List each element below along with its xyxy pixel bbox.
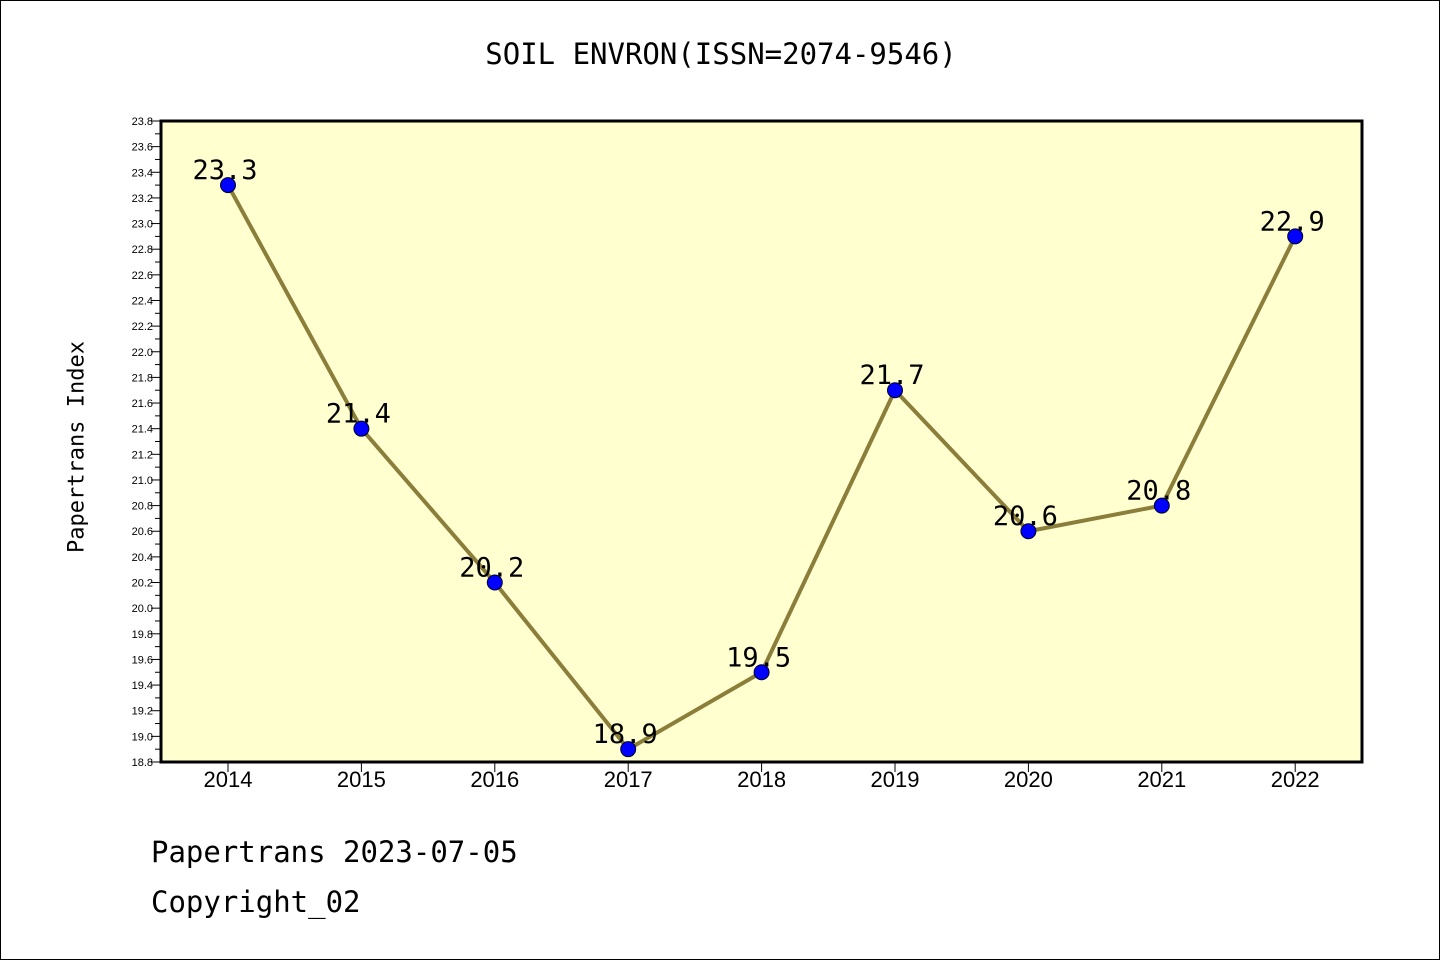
- data-labels: 23.3 21.4 20.2 18.9 19.5 21.7 20.6 20.8 22.9: [192, 155, 1324, 750]
- y-tick-label: 20.0: [132, 603, 153, 615]
- data-point: [1153, 497, 1170, 514]
- x-tick-label: 2014: [204, 767, 253, 792]
- y-tick-label: 22.4: [132, 295, 153, 307]
- y-tick-label: 22.2: [132, 321, 153, 333]
- data-label: 20.8: [1126, 476, 1191, 507]
- y-tick-label: 22.0: [132, 347, 153, 359]
- data-label: 19.5: [726, 642, 791, 673]
- y-tick-label: 21.2: [132, 449, 153, 461]
- chart-title: SOIL ENVRON(ISSN=2074-9546): [485, 37, 957, 71]
- y-tick-label: 23.8: [132, 116, 153, 128]
- data-point: [353, 420, 370, 437]
- y-tick-label: 18.8: [132, 757, 153, 769]
- y-tick-label: 19.6: [132, 654, 153, 666]
- data-point: [1287, 228, 1304, 245]
- y-tick-label: 21.8: [132, 372, 153, 384]
- x-tick-label: 2020: [1004, 767, 1053, 792]
- data-label: 20.2: [459, 553, 524, 584]
- y-tick-label: 23.6: [132, 142, 153, 154]
- y-tick-label: 21.4: [132, 424, 153, 436]
- y-tick-label: 20.4: [132, 552, 153, 564]
- plot-area: [161, 121, 1362, 762]
- plot-frame: [159, 119, 1364, 764]
- y-tick-label: 23.0: [132, 219, 153, 231]
- y-axis: 18.8 19.0 19.2 19.4 19.6 19.8 20.0 20.2 20.4 20.6…: [132, 116, 161, 769]
- y-tick-label: 19.2: [132, 706, 153, 718]
- x-tick-label: 2015: [337, 767, 386, 792]
- y-tick-label: 20.6: [132, 526, 153, 538]
- data-point: [753, 664, 770, 681]
- data-points: [220, 177, 1304, 758]
- data-point: [1020, 523, 1037, 540]
- data-point: [887, 382, 903, 399]
- data-label: 21.7: [859, 360, 924, 391]
- data-point: [486, 574, 503, 591]
- data-point: [620, 741, 637, 758]
- x-tick-label: 2017: [604, 767, 653, 792]
- data-label: 22.9: [1260, 206, 1325, 237]
- footer-date: Papertrans 2023-07-05: [151, 835, 518, 869]
- x-tick-label: 2018: [737, 767, 786, 792]
- x-tick-label: 2016: [470, 767, 519, 792]
- y-tick-label: 20.8: [132, 501, 153, 513]
- data-label: 18.9: [593, 719, 658, 750]
- y-tick-label: 23.4: [132, 167, 153, 179]
- x-tick-label: 2019: [871, 767, 920, 792]
- data-point: [220, 177, 236, 194]
- y-tick-label: 23.2: [132, 193, 153, 205]
- y-tick-label: 21.6: [132, 398, 153, 410]
- y-tick-label: 20.2: [132, 578, 153, 590]
- data-label: 20.6: [993, 501, 1058, 532]
- y-tick-label: 19.4: [132, 680, 153, 692]
- x-axis: 2014 2015 2016 2017 2018 2019 2020 2021 2022: [204, 762, 1320, 792]
- y-tick-label: 21.0: [132, 475, 153, 487]
- data-label: 21.4: [326, 399, 391, 430]
- data-label: 23.3: [192, 155, 257, 186]
- x-tick-label: 2021: [1137, 767, 1186, 792]
- y-tick-label: 22.8: [132, 244, 153, 256]
- y-tick-label: 22.6: [132, 270, 153, 282]
- y-tick-label: 19.0: [132, 731, 153, 743]
- y-tick-label: 19.8: [132, 629, 153, 641]
- x-tick-label: 2022: [1271, 767, 1320, 792]
- footer-copyright: Copyright_02: [151, 885, 361, 919]
